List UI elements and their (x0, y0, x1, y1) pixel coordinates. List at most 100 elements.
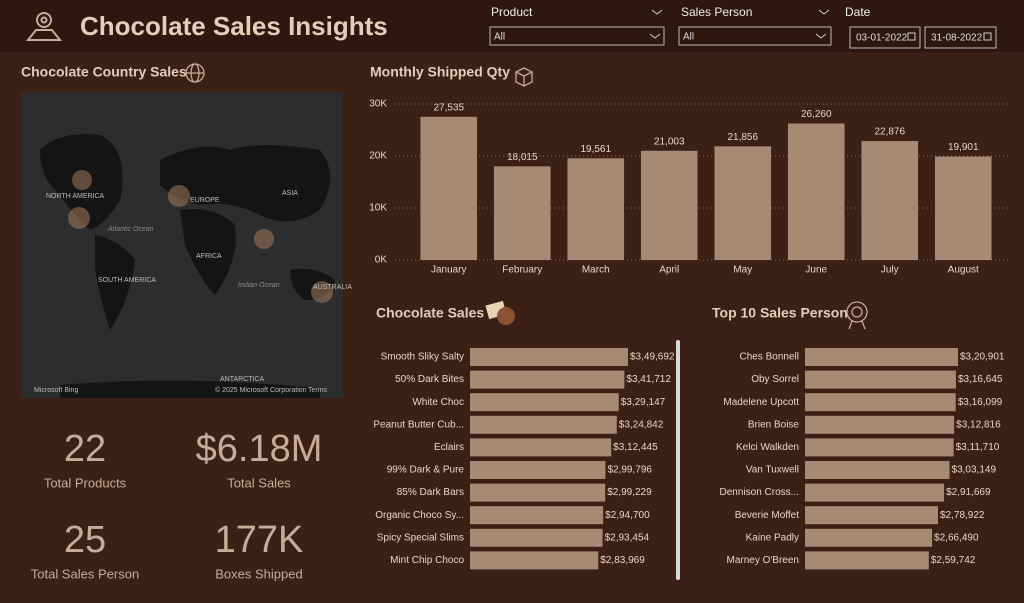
y-tick-label: Van Tuxwell (746, 465, 799, 476)
data-label: $2,59,742 (931, 555, 976, 566)
x-tick-label: July (881, 265, 899, 276)
y-tick-label: Madelene Upcott (723, 397, 799, 408)
bar (805, 415, 955, 434)
x-tick-label: February (502, 265, 542, 276)
logo-icon (25, 12, 63, 41)
map-credit[interactable]: Terms (308, 387, 328, 394)
sales-person-dropdown[interactable] (678, 26, 832, 46)
bar (805, 370, 956, 389)
chart-title: Chocolate Sales (376, 305, 484, 321)
data-label: 21,856 (727, 132, 758, 143)
data-label: $2,99,796 (607, 465, 652, 476)
data-label: $3,29,147 (621, 397, 666, 408)
map-label: Indian Ocean (238, 282, 280, 289)
map-label: ANTARCTICA (220, 376, 265, 383)
y-tick-label: Eclairs (434, 442, 464, 453)
box-icon (515, 67, 533, 87)
bar (805, 506, 938, 525)
bar (805, 348, 958, 366)
data-label: 18,015 (507, 152, 538, 163)
y-tick-label: 0K (375, 255, 388, 266)
data-label: 27,535 (433, 102, 464, 113)
country-bubbles (68, 170, 333, 303)
bar (640, 150, 698, 260)
chart-title: Monthly Shipped Qty (370, 64, 510, 80)
date-start: 03-01-2022 (856, 33, 908, 44)
chocolate-icon (485, 300, 515, 325)
data-label: $3,16,099 (958, 397, 1003, 408)
date-end: 31-08-2022 (931, 33, 983, 44)
y-tick-label: 10K (369, 203, 387, 214)
y-tick-label: 85% Dark Bars (397, 487, 464, 498)
y-tick-label: Peanut Butter Cub... (373, 419, 464, 430)
bar (470, 506, 604, 525)
y-tick-label: 30K (369, 99, 387, 110)
y-tick-label: Oby Sorrel (751, 374, 799, 385)
kpi-value: 22 (64, 428, 106, 470)
bar (787, 123, 845, 260)
y-tick-label: Beverie Moffet (735, 510, 800, 521)
map-label: AFRICA (196, 253, 222, 260)
data-label: $3,20,901 (960, 352, 1005, 363)
data-label: 26,260 (801, 109, 832, 120)
x-tick-label: March (582, 265, 610, 276)
bar (470, 551, 599, 570)
calendar-icon (907, 32, 916, 41)
bar (805, 438, 954, 457)
y-tick-label: Smooth Sliky Salty (381, 352, 464, 363)
map-label: EUROPE (190, 197, 220, 204)
y-tick-label: Kelci Walkden (736, 442, 799, 453)
scrollbar[interactable] (676, 340, 680, 580)
map-label: AUSTRALIA (313, 284, 352, 291)
data-label: $2,78,922 (940, 510, 985, 521)
data-label: $3,12,816 (956, 419, 1001, 430)
y-tick-label: Marney O'Breen (727, 555, 800, 566)
filter-value: All (683, 32, 694, 43)
date-start-input[interactable] (849, 26, 921, 49)
section-title: Chocolate Country Sales (21, 64, 187, 80)
data-label: 19,561 (580, 144, 611, 155)
bar (861, 141, 919, 260)
bar (470, 438, 612, 457)
data-label: $2,83,969 (600, 555, 645, 566)
y-tick-label: Dennison Cross... (720, 487, 799, 498)
y-tick-label: Brien Boise (748, 419, 800, 430)
bar (470, 415, 617, 434)
bar (934, 156, 992, 260)
bar (470, 461, 606, 479)
filter-label: Date (845, 5, 871, 19)
award-icon (846, 301, 868, 330)
x-tick-label: January (431, 265, 467, 276)
data-label: $2,91,669 (946, 487, 991, 498)
bar (470, 393, 619, 412)
data-label: 19,901 (948, 142, 979, 153)
data-label: $3,49,692 (630, 352, 675, 363)
product-dropdown[interactable] (489, 26, 665, 46)
date-end-input[interactable] (924, 26, 997, 49)
kpi-label: Boxes Shipped (215, 566, 302, 581)
y-tick-label: Kaine Padly (746, 532, 799, 543)
bar (470, 348, 628, 366)
y-tick-label: 20K (369, 151, 387, 162)
chart-title: Top 10 Sales Person (712, 305, 848, 321)
data-label: 21,003 (654, 136, 685, 147)
data-label: $2,94,700 (605, 510, 650, 521)
data-label: $3,11,710 (956, 442, 1000, 453)
globe-icon (185, 63, 205, 83)
map-label: SOUTH AMERICA (98, 277, 156, 284)
filter-value: All (494, 32, 505, 43)
y-tick-label: Organic Choco Sy... (375, 510, 464, 521)
y-tick-label: Mint Chip Choco (390, 555, 464, 566)
x-tick-label: April (659, 265, 679, 276)
kpi-label: Total Products (44, 475, 127, 490)
map-credit: Microsoft Bing (34, 387, 78, 394)
bar (567, 158, 625, 260)
data-label: $3,03,149 (952, 465, 997, 476)
kpi-label: Total Sales Person (31, 566, 139, 581)
y-tick-label: Ches Bonnell (740, 352, 799, 363)
chevron (818, 9, 830, 15)
bar (420, 116, 478, 261)
kpi-label: Total Sales (227, 475, 291, 490)
calendar-icon (983, 32, 992, 41)
